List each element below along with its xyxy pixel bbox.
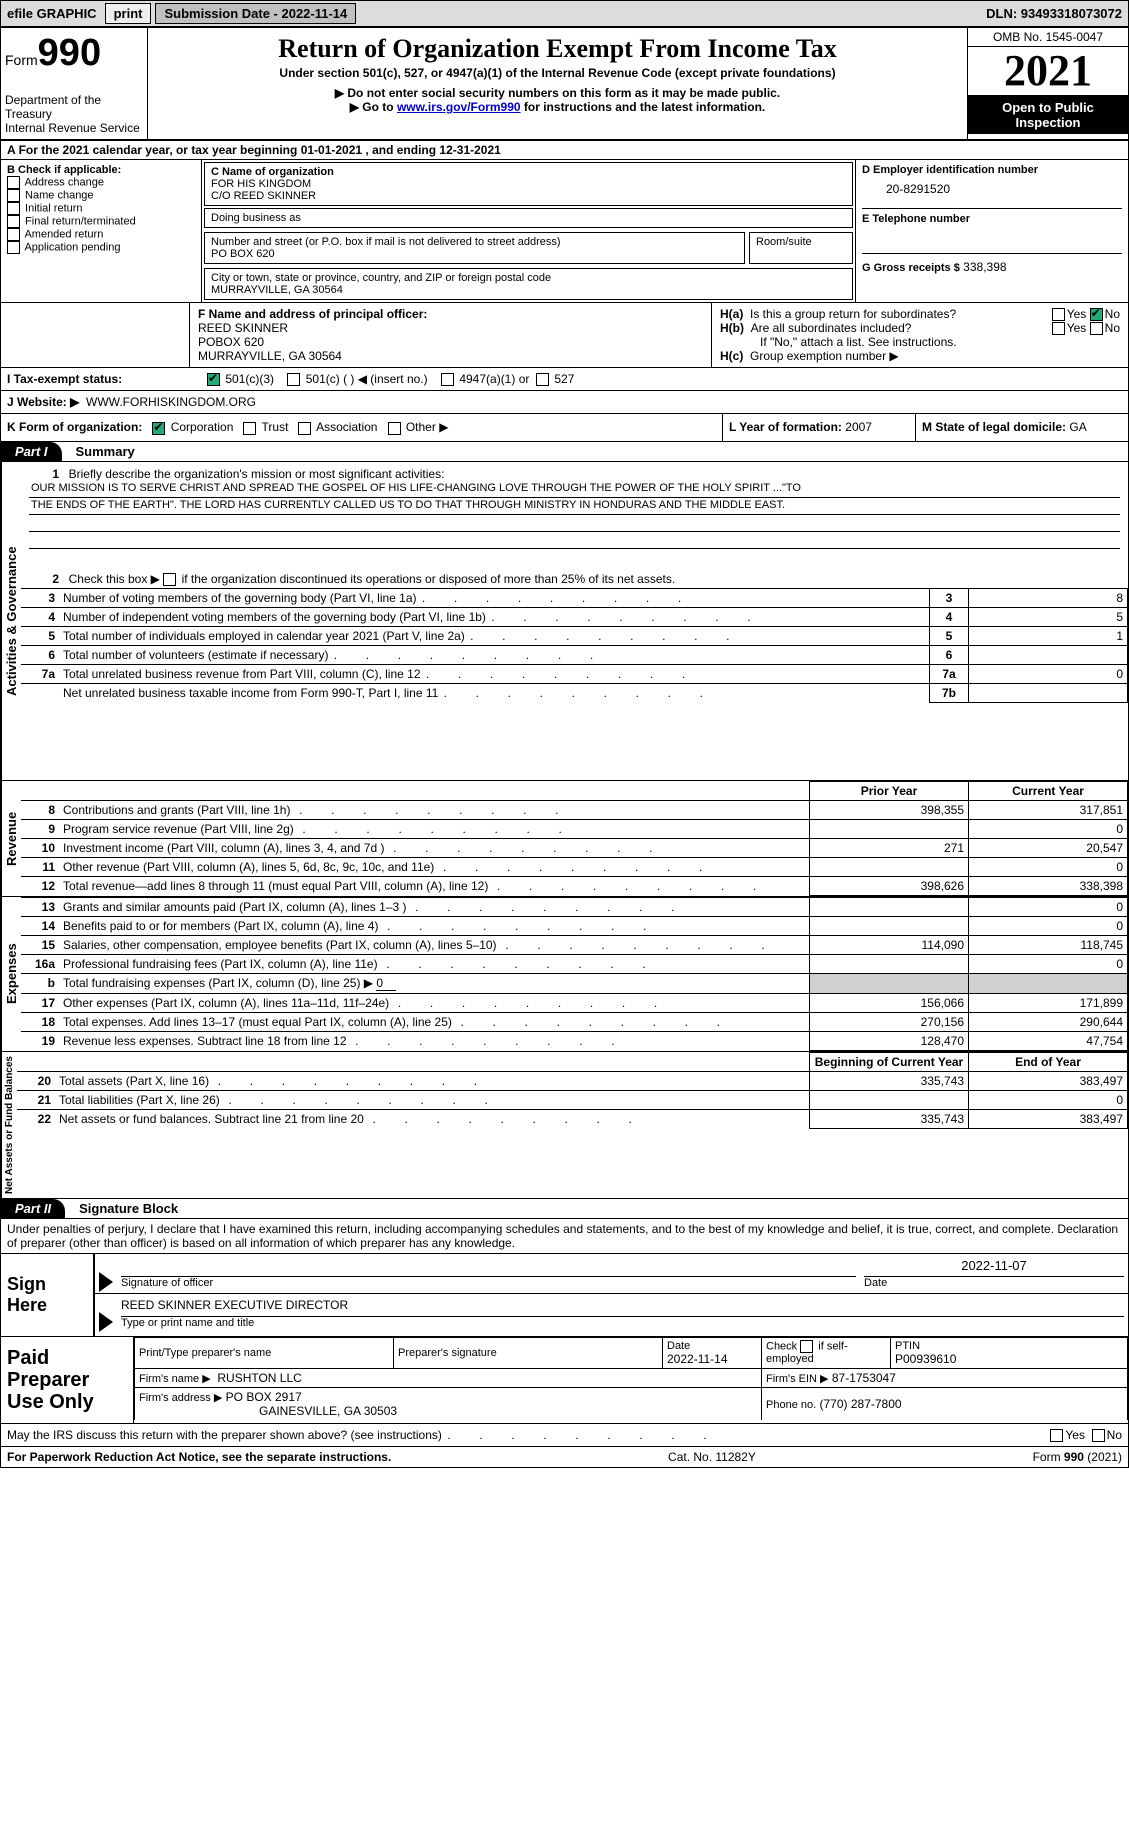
- print-button[interactable]: print: [105, 3, 152, 24]
- netassets-section: Net Assets or Fund Balances Beginning of…: [0, 1052, 1129, 1199]
- gross-receipts: 338,398: [963, 260, 1006, 274]
- box-klm: K Form of organization: Corporation Trus…: [0, 414, 1129, 441]
- checkbox-item: Initial return: [7, 202, 195, 215]
- expenses-section: Expenses 13Grants and similar amounts pa…: [0, 897, 1129, 1052]
- form-subtitle: Under section 501(c), 527, or 4947(a)(1)…: [156, 66, 959, 80]
- part1-header: Part I Summary: [0, 442, 1129, 462]
- side-revenue: Revenue: [1, 781, 21, 896]
- part2-header: Part II Signature Block: [0, 1199, 1129, 1219]
- note-goto: ▶ Go to www.irs.gov/Form990 for instruct…: [156, 100, 959, 114]
- irs-label: Internal Revenue Service: [5, 121, 143, 135]
- paid-preparer-block: Paid Preparer Use Only Print/Type prepar…: [0, 1337, 1129, 1424]
- omb-number: OMB No. 1545-0047: [968, 28, 1128, 47]
- tax-year: 2021: [968, 47, 1128, 96]
- entity-info-section: B Check if applicable: Address change Na…: [0, 160, 1129, 303]
- box-c: C Name of organization FOR HIS KINGDOM C…: [202, 160, 855, 302]
- sign-here-block: Sign Here Signature of officer 2022-11-0…: [0, 1254, 1129, 1337]
- form-header: Form990 Department of the Treasury Inter…: [0, 27, 1129, 140]
- open-to-public: Open to Public Inspection: [968, 96, 1128, 134]
- box-h: H(a) Is this a group return for subordin…: [711, 303, 1128, 367]
- checkbox-item: Address change: [7, 176, 195, 189]
- revenue-section: Revenue Prior YearCurrent Year8Contribut…: [0, 781, 1129, 897]
- page-footer: For Paperwork Reduction Act Notice, see …: [0, 1447, 1129, 1468]
- ein-value: 20-8291520: [862, 176, 1122, 208]
- form-990-label: Form990: [5, 32, 143, 75]
- box-j: J Website: ▶ WWW.FORHISKINGDOM.ORG: [0, 391, 1129, 414]
- checkbox-item: Amended return: [7, 228, 195, 241]
- dept-label: Department of the Treasury: [5, 93, 143, 121]
- checkbox-item: Final return/terminated: [7, 215, 195, 228]
- checkbox-item: Application pending: [7, 241, 195, 254]
- side-expenses: Expenses: [1, 897, 21, 1051]
- f-h-section: F Name and address of principal officer:…: [0, 303, 1129, 368]
- submission-date-label: Submission Date - 2022-11-14: [155, 3, 356, 24]
- box-f: F Name and address of principal officer:…: [190, 303, 711, 367]
- arrow-icon: [99, 1272, 113, 1292]
- arrow-icon: [99, 1312, 113, 1332]
- line-a-taxyear: A For the 2021 calendar year, or tax yea…: [0, 140, 1129, 160]
- side-netassets: Net Assets or Fund Balances: [1, 1052, 17, 1198]
- discuss-row: May the IRS discuss this return with the…: [0, 1424, 1129, 1447]
- form-title: Return of Organization Exempt From Incom…: [156, 34, 959, 64]
- side-activities: Activities & Governance: [1, 462, 21, 780]
- box-d-e-g: D Employer identification number 20-8291…: [855, 160, 1128, 302]
- part1-body: Activities & Governance 1 Briefly descri…: [0, 462, 1129, 781]
- dln-label: DLN: 93493318073072: [980, 4, 1128, 23]
- box-b: B Check if applicable: Address change Na…: [1, 160, 202, 302]
- penalty-text: Under penalties of perjury, I declare th…: [0, 1219, 1129, 1254]
- checkbox-item: Name change: [7, 189, 195, 202]
- top-bar: efile GRAPHIC print Submission Date - 20…: [0, 0, 1129, 27]
- note-ssn: ▶ Do not enter social security numbers o…: [156, 86, 959, 100]
- efile-label: efile GRAPHIC: [1, 4, 103, 23]
- irs-link[interactable]: www.irs.gov/Form990: [397, 100, 521, 114]
- box-i: I Tax-exempt status: 501(c)(3) 501(c) ( …: [0, 368, 1129, 391]
